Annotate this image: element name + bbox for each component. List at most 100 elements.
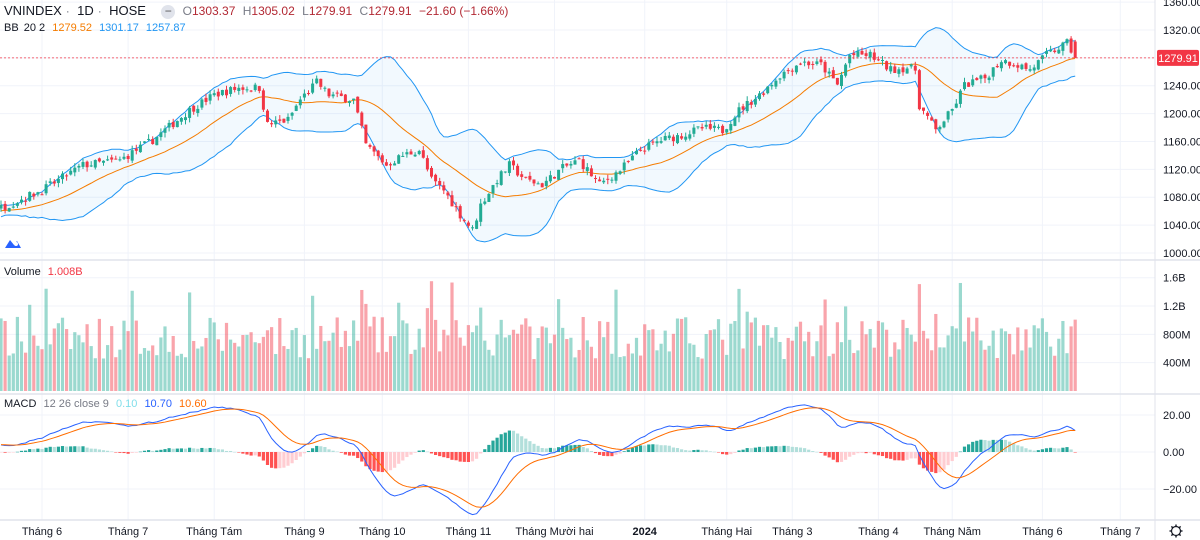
macd-histogram-bar	[220, 449, 224, 452]
volume-bar	[319, 325, 323, 391]
macd-histogram-bar	[819, 452, 823, 453]
volume-bar	[1003, 331, 1008, 391]
volume-bar	[372, 316, 376, 391]
macd-histogram-bar	[458, 452, 462, 462]
macd-histogram-bar	[114, 452, 118, 453]
macd-histogram-bar	[905, 452, 909, 460]
macd-histogram-bar	[409, 452, 413, 455]
macd-histogram-bar	[827, 452, 831, 458]
candle-body	[323, 87, 327, 89]
candle-body	[114, 158, 118, 160]
settings-gear-icon[interactable]	[1169, 524, 1183, 538]
candle-body	[630, 155, 634, 161]
candle-body	[417, 151, 421, 155]
candle-body	[360, 112, 364, 126]
gear-tooth	[1178, 533, 1182, 537]
macd-histogram-bar	[110, 451, 114, 452]
interval[interactable]: 1D	[77, 3, 94, 18]
candle-body	[393, 163, 397, 166]
macd-histogram-bar	[979, 439, 983, 452]
macd-histogram-bar	[142, 450, 147, 452]
volume-bar	[163, 326, 167, 391]
volume-bar	[885, 329, 889, 391]
macd-histogram-bar	[442, 452, 446, 458]
macd-histogram-bar	[475, 452, 479, 459]
macd-histogram-bar	[319, 446, 323, 452]
candle-body	[565, 163, 569, 166]
candle-body	[270, 123, 274, 125]
volume-bar	[770, 337, 774, 391]
volume-bar	[470, 332, 475, 391]
candle-body	[840, 74, 843, 86]
volume-bar	[643, 324, 647, 391]
volume-bar	[716, 319, 721, 391]
symbol-name[interactable]: VNINDEX	[4, 3, 62, 18]
macd-histogram-bar	[528, 441, 532, 452]
candle-body	[307, 93, 310, 95]
macd-histogram-bar	[766, 446, 770, 452]
candle-body	[257, 86, 261, 91]
macd-histogram-bar	[688, 450, 692, 452]
time-axis-label: Tháng 9	[284, 526, 324, 538]
volume-bar	[639, 355, 643, 391]
candle-body	[790, 70, 794, 72]
macd-line	[0, 404, 1076, 516]
collapse-legend-button[interactable]: −	[161, 4, 176, 19]
macd-histogram-bar	[380, 452, 384, 473]
time-axis-label: Tháng 3	[772, 526, 812, 538]
volume-bar	[36, 345, 40, 391]
volume-bar	[700, 358, 704, 391]
volume-bar	[413, 349, 417, 391]
price-tick-label: 1320.00	[1163, 25, 1200, 37]
volume-bar	[393, 336, 397, 391]
macd-histogram-bar	[118, 452, 122, 453]
candle-body	[77, 165, 81, 168]
volume-value: 1.008B	[47, 266, 83, 278]
macd-histogram-bar	[950, 452, 954, 462]
volume-bar	[692, 344, 696, 391]
volume-bar	[725, 354, 729, 391]
tradingview-logo-icon[interactable]	[4, 236, 22, 250]
candle-body	[327, 88, 331, 97]
macd-legend[interactable]: MACD 12 26 close 9 0.10 10.70 10.60	[4, 398, 211, 410]
candle-body	[991, 67, 995, 77]
macd-histogram-bar	[930, 452, 934, 472]
volume-bar	[220, 350, 224, 391]
macd-histogram-bar	[40, 448, 44, 452]
macd-histogram-bar	[704, 450, 708, 452]
macd-histogram-bar	[589, 450, 593, 452]
macd-histogram-bar	[548, 447, 552, 452]
macd-histogram-bar	[339, 452, 343, 453]
macd-histogram-bar	[417, 450, 421, 452]
candle-body	[782, 71, 786, 79]
candle-body	[204, 97, 208, 102]
time-axis-label: 2024	[632, 526, 657, 538]
macd-histogram-bar	[126, 452, 130, 454]
volume-bar	[101, 358, 106, 391]
volume-bar	[807, 331, 811, 391]
macd-histogram-bar	[1012, 443, 1016, 452]
candle-body	[778, 78, 782, 80]
candle-body	[356, 96, 360, 113]
candle-body	[1036, 60, 1040, 70]
volume-bar	[204, 337, 208, 391]
candle-body	[889, 66, 893, 72]
candle-body	[466, 222, 470, 226]
candle-body	[745, 101, 749, 112]
macd-histogram-bar	[188, 447, 192, 452]
candle-body	[266, 110, 269, 122]
volume-bar	[401, 320, 405, 391]
volume-legend[interactable]: Volume 1.008B	[4, 266, 87, 278]
macd-tick-label: 20.00	[1163, 410, 1191, 422]
volume-bar	[815, 341, 819, 391]
macd-hist-value: 0.10	[115, 398, 138, 410]
bb-legend[interactable]: BB 20 2 1279.52 1301.17 1257.87	[4, 22, 190, 34]
macd-histogram-bar	[253, 452, 257, 456]
volume-bar	[589, 346, 593, 391]
volume-bar	[466, 325, 470, 391]
candle-body	[585, 167, 589, 171]
volume-bar	[524, 318, 528, 391]
price-tick-label: 1080.00	[1163, 192, 1200, 204]
candle-body	[208, 94, 212, 101]
